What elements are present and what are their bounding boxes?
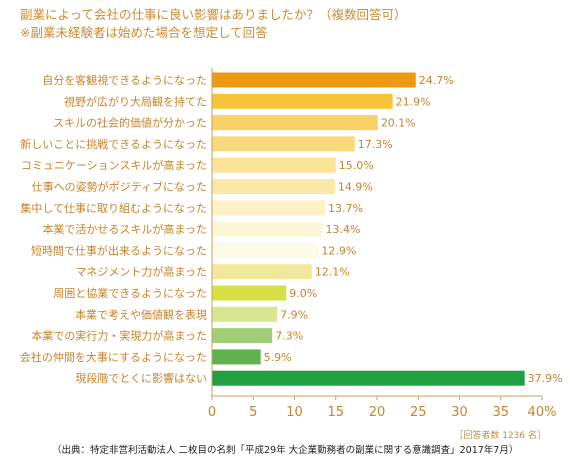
source-note: （出典：特定非営利活動法人 二枚目の名刺「平成29年 大企業勤務者の副業に関する… bbox=[52, 445, 519, 456]
value-label: 37.9% bbox=[528, 372, 563, 385]
bar bbox=[212, 242, 319, 258]
bar bbox=[212, 200, 326, 216]
bar bbox=[212, 136, 355, 152]
category-label: 現段階でとくに影響はない bbox=[75, 371, 207, 385]
x-tick-label: 25 bbox=[410, 405, 427, 420]
value-label: 24.7% bbox=[419, 74, 454, 87]
value-label: 17.3% bbox=[358, 138, 393, 151]
value-label: 7.3% bbox=[275, 330, 303, 343]
bar bbox=[212, 221, 323, 237]
category-label: 自分を客観視できるようになった bbox=[42, 73, 207, 87]
category-label: スキルの社会的価値が分かった bbox=[53, 116, 207, 130]
category-label: 本業での実行力・実現力が高まった bbox=[31, 329, 207, 343]
category-label: 仕事への姿勢がポジティブになった bbox=[32, 180, 207, 194]
bar bbox=[212, 264, 312, 280]
chart-title: 副業によって会社の仕事に良い影響はありましたか？（複数回答可） bbox=[20, 7, 407, 22]
x-tick-label: 15 bbox=[327, 405, 344, 420]
value-label: 5.9% bbox=[264, 351, 292, 364]
category-label: 集中して仕事に取り組むようになった bbox=[20, 201, 207, 215]
bar bbox=[212, 306, 278, 322]
bar bbox=[212, 328, 273, 344]
x-tick-label: 0 bbox=[208, 405, 216, 420]
respondent-count: ［回答者数 1236 名］ bbox=[454, 431, 546, 441]
x-tick-label: 40% bbox=[528, 405, 557, 420]
value-label: 9.0% bbox=[289, 287, 317, 300]
chart-subtitle: ※副業未経験者は始めた場合を想定して回答 bbox=[20, 25, 268, 40]
category-label: 本業で考えや価値観を表現 bbox=[75, 307, 207, 321]
value-label: 15.0% bbox=[339, 159, 374, 172]
value-label: 13.7% bbox=[328, 202, 363, 215]
value-label: 12.1% bbox=[315, 266, 350, 279]
value-label: 21.9% bbox=[396, 95, 431, 108]
category-label: マネジメント力が高まった bbox=[75, 265, 207, 279]
category-label: コミュニケーションスキルが高まった bbox=[21, 158, 207, 172]
category-label: 会社の仲間を大事にするようになった bbox=[20, 350, 207, 364]
bar bbox=[212, 285, 287, 301]
bar bbox=[212, 179, 335, 194]
bar bbox=[212, 115, 378, 131]
category-label: 新しいことに挑戦できるようになった bbox=[20, 137, 207, 151]
x-tick-label: 30 bbox=[451, 405, 468, 420]
bar bbox=[212, 157, 336, 173]
bar bbox=[212, 72, 416, 88]
category-label: 短時間で仕事が出来るようになった bbox=[31, 243, 207, 257]
value-label: 20.1% bbox=[381, 117, 416, 130]
bar bbox=[212, 93, 393, 109]
category-label: 周囲と協業できるようになった bbox=[53, 287, 207, 300]
category-label: 視野が広がり大局観を持てた bbox=[64, 94, 207, 108]
value-label: 12.9% bbox=[321, 244, 356, 257]
x-tick-label: 20 bbox=[369, 405, 386, 420]
value-label: 13.4% bbox=[326, 223, 361, 236]
category-label: 本業で活かせるスキルが高まった bbox=[42, 222, 207, 236]
x-tick-label: 35 bbox=[492, 405, 509, 420]
bar bbox=[212, 349, 261, 365]
x-tick-label: 5 bbox=[249, 405, 257, 420]
value-label: 14.9% bbox=[338, 181, 373, 194]
value-label: 7.9% bbox=[280, 308, 308, 321]
x-tick-label: 10 bbox=[286, 405, 303, 420]
bar bbox=[212, 370, 525, 386]
